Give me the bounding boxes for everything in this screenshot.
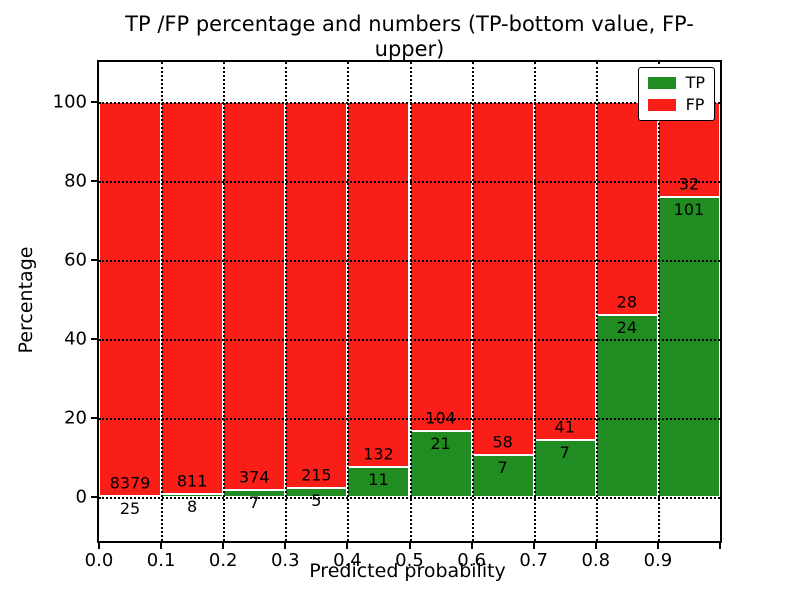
x-tick-mark	[719, 543, 721, 549]
tp-count-label: 24	[616, 317, 638, 337]
bar-segment-fp	[347, 101, 410, 467]
fp-count-label: 32	[678, 174, 700, 194]
x-tick-mark	[656, 543, 659, 549]
gridline-vertical	[595, 62, 598, 541]
bar-segment-fp	[285, 101, 348, 489]
gridline-vertical	[347, 62, 350, 541]
fp-count-label: 132	[363, 444, 394, 464]
bar-0.2: 374 7	[223, 62, 286, 541]
bar-0.7: 41 7	[533, 62, 596, 541]
x-tick-label: 0.7	[519, 550, 549, 571]
y-tick-label: 20	[64, 407, 87, 429]
gridline-vertical	[161, 62, 164, 541]
bar-segment-tp	[471, 454, 534, 498]
bar-0.1: 811 8	[161, 62, 224, 541]
y-tick-mark	[91, 496, 97, 499]
x-tick-mark	[470, 543, 473, 549]
bar-segment-fp	[595, 101, 658, 315]
legend-label-tp: TP	[685, 73, 705, 92]
fp-count-label: 58	[492, 432, 513, 452]
gridline-vertical	[285, 62, 288, 541]
bar-segment-fp	[471, 101, 534, 455]
x-tick-mark	[222, 543, 225, 549]
y-axis-title: Percentage	[15, 246, 37, 354]
x-axis-title: Predicted probability	[309, 560, 506, 582]
x-tick-mark	[532, 543, 535, 549]
tp-count-label: 11	[368, 470, 389, 489]
fp-count-label: 374	[238, 467, 270, 487]
bar-segment-fp	[161, 101, 224, 494]
x-tick-label: 0.0	[84, 550, 114, 571]
fp-count-label: 811	[176, 470, 208, 490]
y-tick-label: 100	[52, 91, 87, 113]
legend-swatch-tp	[647, 77, 676, 89]
gridline-vertical	[223, 62, 226, 541]
x-tick-mark	[284, 543, 287, 549]
legend-item-tp: TP	[647, 72, 705, 94]
x-tick-label: 0.8	[581, 550, 611, 571]
legend-item-fp: FP	[647, 94, 705, 116]
bar-0.5: 104 21	[409, 62, 472, 541]
tp-count-label: 7	[249, 493, 260, 513]
y-tick-mark	[91, 179, 97, 182]
legend-label-fp: FP	[685, 95, 705, 114]
x-tick-label: 0.6	[457, 550, 486, 571]
fp-count-label: 41	[554, 417, 575, 437]
bar-segment-tp	[595, 314, 658, 498]
fp-count-label: 28	[616, 292, 638, 312]
y-tick-label: 40	[64, 328, 87, 350]
x-tick-label: 0.5	[395, 550, 424, 571]
bar-segment-tp	[409, 430, 472, 498]
gridline-vertical	[471, 62, 474, 541]
y-tick-label: 80	[64, 170, 87, 192]
legend: TP FP	[637, 67, 715, 121]
bar-segment-fp	[533, 101, 596, 440]
plot-area: TP FP 0 20 40 60 80 100 0.0 0.1 0.2 0.3 0.4 0.5 0.6 0…	[53, 60, 722, 571]
chart-title-line1: TP /FP percentage and numbers (TP-bottom…	[125, 12, 694, 62]
x-tick-mark	[160, 543, 163, 549]
bar-0.3: 215 5	[285, 62, 348, 541]
fp-count-label: 104	[425, 408, 456, 428]
x-tick-mark	[346, 543, 349, 549]
y-tick-mark	[91, 258, 97, 261]
gridline-vertical	[657, 62, 660, 541]
bar-0.0: 8379 25	[99, 62, 162, 541]
x-tick-label: 0.2	[208, 550, 238, 571]
y-tick-mark	[91, 417, 97, 420]
legend-swatch-fp	[647, 99, 676, 111]
x-tick-mark	[98, 543, 100, 549]
bar-0.4: 132 11	[347, 62, 410, 541]
bar-0.8: 28 24	[595, 62, 658, 541]
fp-count-label: 215	[301, 465, 332, 485]
tp-count-label: 7	[497, 457, 508, 477]
tp-count-label: 8	[187, 496, 198, 516]
x-tick-label: 0.3	[270, 550, 300, 571]
y-tick-label: 0	[75, 486, 87, 508]
bar-segment-fp	[99, 101, 162, 497]
bar-segment-fp	[223, 101, 286, 491]
x-tick-mark	[594, 543, 597, 549]
gridline-vertical	[533, 62, 536, 541]
tp-count-label: 101	[673, 199, 705, 219]
tp-count-label: 7	[559, 442, 570, 462]
bar-0.6: 58 7	[471, 62, 534, 541]
y-tick-mark	[91, 100, 97, 103]
fp-count-label: 8379	[109, 473, 151, 493]
tp-count-label: 25	[119, 499, 141, 519]
bar-segment-fp	[409, 101, 472, 431]
tp-count-label: 21	[430, 433, 451, 453]
x-tick-label: 0.9	[643, 550, 673, 571]
bar-0.9: 32 101	[657, 62, 720, 541]
x-tick-label: 0.1	[146, 550, 176, 571]
x-tick-mark	[408, 543, 411, 549]
y-tick-label: 60	[64, 249, 87, 271]
bar-segment-tp	[657, 196, 720, 498]
tp-count-label: 5	[311, 491, 322, 511]
y-tick-mark	[91, 338, 97, 341]
x-tick-label: 0.4	[333, 550, 362, 571]
gridline-vertical	[409, 62, 412, 541]
